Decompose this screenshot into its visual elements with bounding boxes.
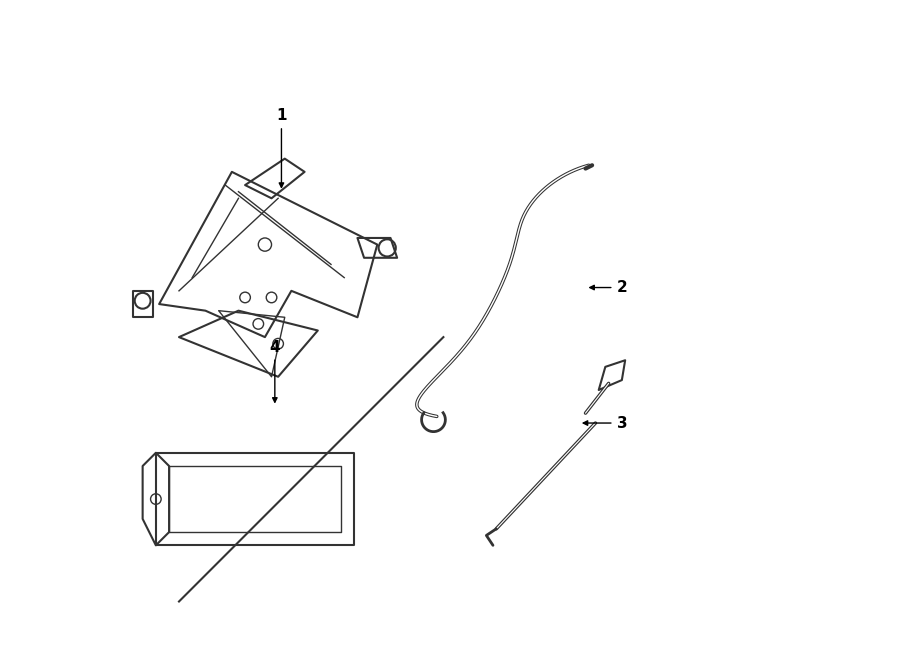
Text: 3: 3 bbox=[583, 416, 627, 430]
Text: 1: 1 bbox=[276, 108, 287, 187]
Text: 4: 4 bbox=[269, 340, 280, 402]
Text: 2: 2 bbox=[590, 280, 627, 295]
